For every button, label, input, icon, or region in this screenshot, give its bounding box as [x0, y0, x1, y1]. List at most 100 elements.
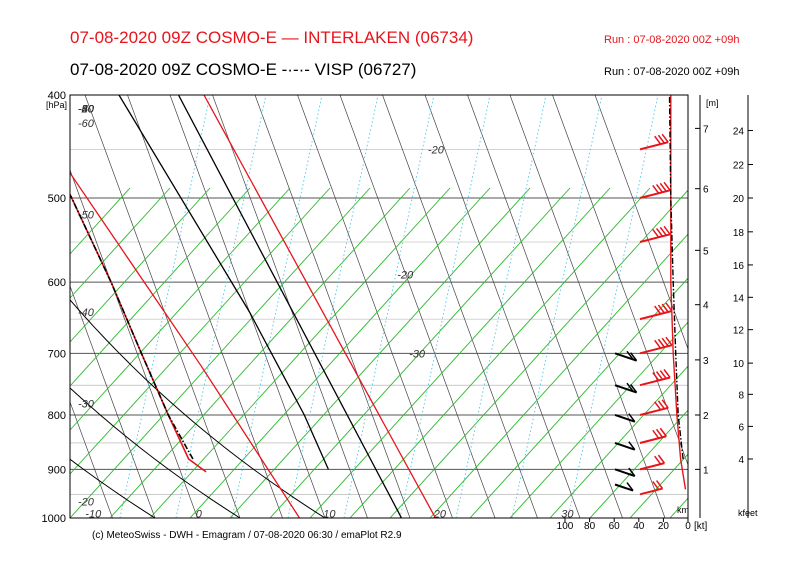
- wind-speed-unit: [kt]: [694, 521, 708, 532]
- mixing-ratio-line: [567, 95, 659, 518]
- wind-barb-feather: [663, 181, 671, 191]
- isotherm-label: -30: [409, 348, 426, 360]
- wind-barb: [614, 442, 636, 451]
- height-m-tick-label: 3: [703, 356, 709, 367]
- pressure-tick-label: 600: [48, 277, 66, 289]
- wind-barb-feather: [654, 339, 662, 349]
- dry-adiabat-line: [189, 187, 491, 518]
- mixing-ratio-line: [455, 95, 547, 518]
- dry-adiabat-line: [750, 188, 800, 518]
- isotherm-label: -40: [78, 307, 95, 319]
- height-m-tick-label: 7: [703, 124, 709, 135]
- wind-barb-feather: [654, 305, 662, 315]
- height-kfeet-tick-label: 8: [738, 390, 744, 401]
- dry-adiabat-line: [710, 188, 800, 518]
- isotherm-label: -20: [397, 269, 414, 281]
- isotherm-label: -20: [78, 497, 95, 509]
- dry-adiabat-line: [70, 187, 131, 255]
- wind-barb-feather: [657, 304, 666, 314]
- pressure-tick-label: 900: [48, 464, 66, 476]
- isotherm-line: [84, 95, 241, 518]
- moist-adiabat-line: [70, 299, 326, 518]
- height-kfeet-tick-label: 14: [733, 293, 745, 304]
- trajectory-line: [70, 171, 301, 518]
- isotherm-label: -20: [78, 104, 95, 116]
- mixing-ratio-line: [175, 95, 267, 518]
- dewpoint-profile-interlaken: [0, 95, 46, 475]
- height-m-unit: [m]: [706, 98, 719, 108]
- height-kfeet-tick-label: 12: [733, 326, 745, 337]
- isotherm-line: [127, 95, 283, 518]
- isotherm-line: [467, 95, 623, 518]
- height-kfeet-tick-label: 6: [738, 422, 744, 433]
- wind-speed-profile: [670, 95, 687, 490]
- wind-barb-feather: [654, 401, 662, 411]
- wind-barb: [614, 468, 636, 478]
- mixing-ratio-line: [119, 95, 211, 518]
- wind-barb-feather: [630, 384, 638, 393]
- isotherm-label: -30: [78, 104, 95, 116]
- dry-adiabat-line: [309, 187, 611, 518]
- wind-barb-feather: [663, 369, 671, 378]
- wind-barb-feather: [652, 372, 660, 382]
- isotherm-line: [339, 95, 496, 518]
- wind-barb-feather: [657, 454, 666, 464]
- height-kfeet-tick-label: 10: [733, 359, 745, 370]
- wind-barb-feather: [661, 399, 669, 409]
- dry-adiabat-line: [70, 187, 251, 387]
- isotherm-label: -40: [78, 104, 95, 116]
- dry-adiabat-line: [509, 321, 688, 518]
- height-m-tick-label: 1: [703, 465, 709, 476]
- mixing-ratio-line: [287, 95, 379, 518]
- height-kfeet-tick-label: 18: [733, 228, 745, 239]
- pressure-tick-label: 800: [48, 410, 66, 422]
- wind-km-label: km: [677, 505, 689, 515]
- isotherm-line: [70, 285, 156, 518]
- mixing-ratio-line: [511, 95, 603, 518]
- title-visp: 07-08-2020 09Z COSMO-E -·-·- VISP (06727…: [70, 60, 417, 79]
- wind-barb-feather: [655, 480, 664, 490]
- height-kfeet-tick-label: 22: [733, 161, 745, 172]
- wind-speed-profile: [668, 94, 684, 460]
- isotherm-label: -60: [78, 118, 95, 130]
- wind-barb-feather: [659, 427, 667, 437]
- dry-adiabat-line: [70, 187, 171, 299]
- dry-adiabat-line: [349, 187, 651, 518]
- wind-speed-tick-label: 100: [557, 521, 574, 532]
- wind-speed-tick-label: 0: [685, 521, 691, 532]
- wind-barb: [639, 310, 673, 321]
- wind-barb-feather: [665, 336, 673, 346]
- pressure-tick-label: 1000: [42, 513, 66, 525]
- run-info-interlaken: Run : 07-08-2020 00Z +09h: [604, 34, 740, 46]
- wind-barb: [639, 487, 663, 496]
- wind-barb-feather: [655, 227, 664, 237]
- wind-panel: [614, 94, 687, 496]
- dry-adiabat-line: [790, 188, 800, 518]
- isotherm-line: [594, 95, 688, 350]
- wind-barb-feather: [654, 455, 662, 465]
- wind-speed-tick-label: 40: [633, 521, 645, 532]
- height-kfeet-tick-label: 4: [738, 455, 744, 466]
- dry-adiabat-line: [149, 187, 451, 518]
- trajectory-line: [177, 95, 403, 518]
- wind-barb-feather: [652, 429, 660, 439]
- wind-speed-tick-label: 60: [609, 521, 621, 532]
- trajectory-line: [203, 95, 437, 518]
- height-m-tick-label: 2: [703, 411, 709, 422]
- pressure-tick-label: 400: [48, 90, 66, 102]
- wind-barb: [639, 141, 669, 151]
- wind-barb-feather: [626, 350, 634, 360]
- wind-barb-feather: [663, 225, 671, 235]
- wind-barb-feather: [628, 467, 636, 477]
- dry-adiabat-line: [549, 365, 688, 518]
- isotherm-label: -50: [78, 104, 95, 116]
- wind-barb-feather: [626, 482, 634, 492]
- height-kfeet-unit: kfeet: [738, 508, 758, 518]
- isotherm-line: [169, 95, 326, 518]
- dry-adiabat-line: [389, 189, 688, 518]
- isotherm-label: -20: [428, 144, 445, 156]
- pressure-tick-label: 500: [48, 193, 66, 205]
- copyright-footer: (c) MeteoSwiss - DWH - Emagram / 07-08-2…: [92, 530, 402, 541]
- dry-adiabat-line: [469, 277, 688, 518]
- wind-barb-feather: [655, 183, 664, 193]
